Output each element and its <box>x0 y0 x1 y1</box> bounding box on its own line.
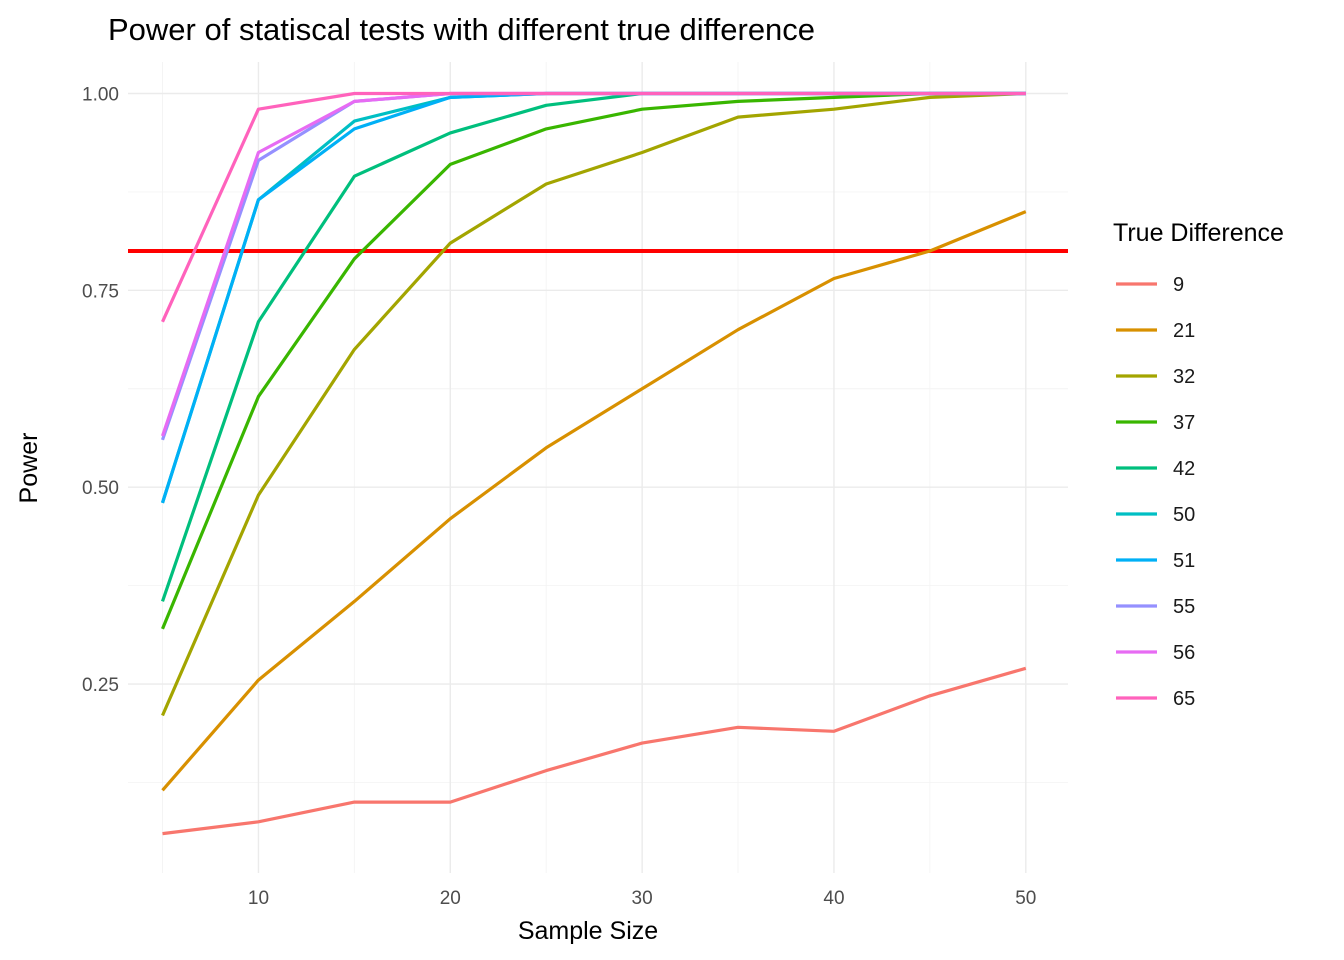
series-line-37 <box>161 91 1026 630</box>
legend: True Difference 9 21 32 37 42 50 51 55 56 65 <box>1113 219 1284 710</box>
x-tick-label: 10 <box>248 888 269 909</box>
y-tick-label: 0.50 <box>82 478 119 499</box>
series-line-32 <box>161 91 1026 717</box>
x-tick-label: 50 <box>1015 888 1036 909</box>
y-tick-label: 1.00 <box>82 84 119 105</box>
series-lines <box>160 91 1027 836</box>
series-line-21 <box>161 210 1027 792</box>
legend-label-32: 32 <box>1173 366 1195 388</box>
x-axis-ticks: 10 20 30 40 50 <box>248 888 1036 909</box>
x-axis-title: Sample Size <box>518 917 658 945</box>
y-tick-label: 0.75 <box>82 281 119 302</box>
chart-title: Power of statiscal tests with different … <box>108 12 815 47</box>
series-line-65 <box>161 91 1026 323</box>
legend-label-55: 55 <box>1173 596 1195 618</box>
series-line-55 <box>160 91 1026 441</box>
x-tick-label: 20 <box>440 888 461 909</box>
legend-label-51: 51 <box>1173 550 1195 572</box>
series-line-56 <box>160 91 1026 437</box>
legend-label-37: 37 <box>1173 412 1195 434</box>
legend-label-9: 9 <box>1173 274 1184 296</box>
legend-label-50: 50 <box>1173 504 1195 526</box>
x-tick-label: 40 <box>823 888 844 909</box>
legend-label-42: 42 <box>1173 458 1195 480</box>
y-axis-ticks: 0.25 0.50 0.75 1.00 <box>82 84 119 696</box>
y-tick-label: 0.25 <box>82 675 119 696</box>
x-tick-label: 30 <box>632 888 653 909</box>
legend-label-21: 21 <box>1173 320 1195 342</box>
legend-label-56: 56 <box>1173 642 1195 664</box>
legend-label-65: 65 <box>1173 688 1195 710</box>
series-line-9 <box>162 666 1027 836</box>
y-axis-title: Power <box>15 433 43 504</box>
grid <box>128 62 1068 873</box>
legend-title: True Difference <box>1113 219 1284 247</box>
